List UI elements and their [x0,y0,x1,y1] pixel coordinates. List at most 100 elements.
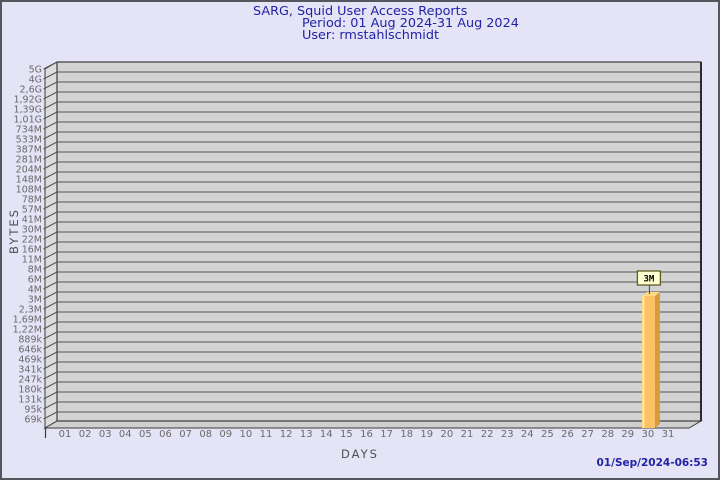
x-tick-label: 06 [159,429,172,440]
y-tick-label: 1,69M [13,314,42,325]
y-tick-label: 30M [22,224,42,235]
generated-timestamp: 01/Sep/2024-06:53 [596,457,709,469]
x-tick-label: 19 [420,429,433,440]
y-tick-label: 889k [18,334,42,345]
y-tick-label: 11M [22,254,42,265]
y-tick-label: 131k [18,394,42,405]
x-tick-label: 27 [581,429,594,440]
y-tick-mark [43,91,58,100]
y-tick-label: 180k [18,384,42,395]
y-tick-label: 4G [29,74,42,85]
y-tick-mark [43,181,58,190]
y-tick-mark [43,261,58,270]
y-tick-mark [43,191,58,200]
y-tick-mark [43,381,58,390]
y-tick-mark [43,171,58,180]
y-tick-label: 387M [16,144,42,155]
value-callout-box [636,270,662,286]
y-tick-mark [43,61,58,70]
x-tick-label: 20 [441,429,454,440]
x-tick-label: 03 [99,429,112,440]
y-tick-mark [43,231,58,240]
y-tick-mark [43,221,58,230]
bar-side-face [654,292,660,428]
x-tick-label: 10 [240,429,253,440]
y-tick-label: 57M [22,204,42,215]
x-tick-label: 04 [119,429,132,440]
y-tick-label: 41M [22,214,42,225]
y-tick-label: 2,3M [19,304,42,315]
y-tick-label: 1,92G [13,94,42,105]
y-tick-label: 469k [18,354,42,365]
y-tick-mark [43,351,58,360]
y-tick-mark [43,161,58,170]
y-tick-label: 3M [28,294,42,305]
x-axis-title: DAYS [341,447,379,461]
x-tick-label: 09 [219,429,232,440]
y-tick-mark [43,81,58,90]
y-tick-mark [43,141,58,150]
y-axis-title: BYTES [7,208,21,254]
y-tick-label: 8M [28,264,42,275]
y-tick-mark [43,121,58,130]
y-tick-mark [43,281,58,290]
y-tick-label: 734M [16,124,42,135]
x-tick-label: 12 [280,429,293,440]
y-tick-mark [43,371,58,380]
y-tick-label: 148M [16,174,42,185]
x-tick-label: 02 [79,429,92,440]
y-tick-label: 16M [22,244,42,255]
y-tick-label: 281M [16,154,42,165]
x-tick-label: 29 [621,429,634,440]
y-tick-label: 22M [22,234,42,245]
y-tick-mark [43,401,58,410]
x-tick-label: 26 [561,429,574,440]
y-tick-mark [43,271,58,280]
y-tick-label: 6M [28,274,42,285]
y-tick-mark [43,341,58,350]
y-tick-mark [43,311,58,320]
value-callout-text: 3M [643,275,654,285]
y-tick-mark [43,111,58,120]
y-tick-label: 1,39G [13,104,42,115]
x-tick-label: 13 [300,429,313,440]
y-tick-label: 2,6G [20,84,42,95]
y-tick-label: 247k [18,374,42,385]
y-tick-label: 646k [18,344,42,355]
x-tick-label: 11 [260,429,273,440]
bar-top-face [641,292,660,296]
y-tick-label: 78M [22,194,42,205]
y-tick-mark [43,331,58,340]
y-tick-label: 69k [24,414,42,425]
x-tick-label: 15 [340,429,353,440]
y-tick-label: 5G [29,64,42,75]
y-tick-label: 4M [28,284,42,295]
x-tick-label: 28 [601,429,614,440]
report-period: Period: 01 Aug 2024-31 Aug 2024 [302,16,519,31]
y-tick-mark [43,251,58,260]
y-tick-mark [43,321,58,330]
y-tick-mark [43,241,58,250]
chart-floor [43,420,703,429]
y-tick-mark [43,391,58,400]
x-tick-label: 18 [400,429,413,440]
y-tick-label: 533M [16,134,42,145]
x-tick-label: 30 [642,429,655,440]
x-tick-label: 16 [360,429,373,440]
y-tick-label: 1,01G [13,114,42,125]
y-tick-label: 341k [18,364,42,375]
y-tick-mark [43,291,58,300]
x-tick-label: 08 [199,429,212,440]
y-tick-mark [43,301,58,310]
x-tick-label: 01 [59,429,72,440]
y-tick-mark [43,101,58,110]
y-tick-mark [43,131,58,140]
y-tick-mark [43,411,58,420]
x-tick-label: 05 [139,429,152,440]
y-tick-mark [43,201,58,210]
x-tick-label: 31 [662,429,675,440]
report-title: SARG, Squid User Access Reports [253,4,468,19]
